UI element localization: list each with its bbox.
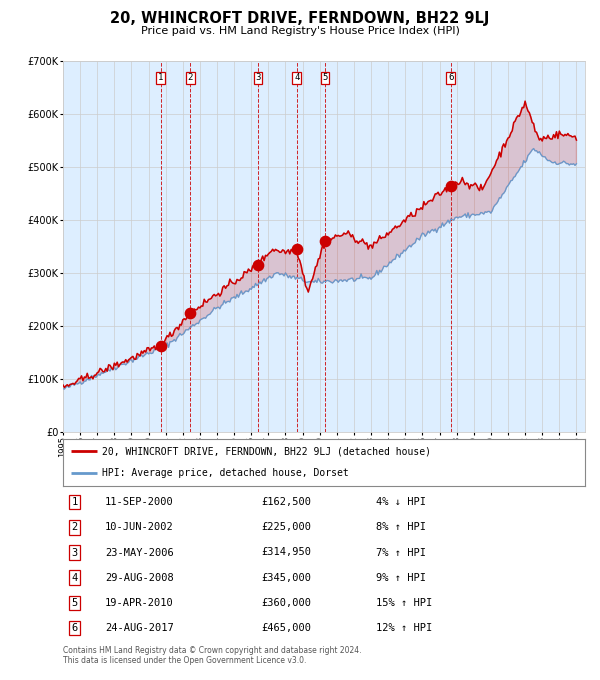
Text: 15% ↑ HPI: 15% ↑ HPI (376, 598, 433, 608)
Text: 3: 3 (255, 73, 260, 82)
Text: 23-MAY-2006: 23-MAY-2006 (105, 547, 173, 558)
Text: HPI: Average price, detached house, Dorset: HPI: Average price, detached house, Dors… (102, 469, 349, 478)
Text: 4: 4 (71, 573, 77, 583)
Text: 2: 2 (188, 73, 193, 82)
Text: Contains HM Land Registry data © Crown copyright and database right 2024.
This d: Contains HM Land Registry data © Crown c… (63, 646, 361, 666)
Text: 9% ↑ HPI: 9% ↑ HPI (376, 573, 426, 583)
Text: 11-SEP-2000: 11-SEP-2000 (105, 497, 173, 507)
Text: 5: 5 (322, 73, 328, 82)
Text: 2: 2 (71, 522, 77, 532)
Text: £225,000: £225,000 (262, 522, 311, 532)
Text: £345,000: £345,000 (262, 573, 311, 583)
Text: 4% ↓ HPI: 4% ↓ HPI (376, 497, 426, 507)
Text: 8% ↑ HPI: 8% ↑ HPI (376, 522, 426, 532)
Text: 5: 5 (71, 598, 77, 608)
Point (156, 340, 166, 351)
Text: 24-AUG-2017: 24-AUG-2017 (105, 623, 173, 633)
Text: 19-APR-2010: 19-APR-2010 (105, 598, 173, 608)
Text: 1: 1 (158, 73, 163, 82)
Text: 20, WHINCROFT DRIVE, FERNDOWN, BH22 9LJ (detached house): 20, WHINCROFT DRIVE, FERNDOWN, BH22 9LJ … (102, 447, 431, 456)
Text: £314,950: £314,950 (262, 547, 311, 558)
Point (292, 243, 302, 254)
Point (253, 260, 263, 271)
Text: 12% ↑ HPI: 12% ↑ HPI (376, 623, 433, 633)
Text: £360,000: £360,000 (262, 598, 311, 608)
Point (185, 307, 195, 318)
Text: Price paid vs. HM Land Registry's House Price Index (HPI): Price paid vs. HM Land Registry's House … (140, 26, 460, 36)
Text: £162,500: £162,500 (262, 497, 311, 507)
Text: £465,000: £465,000 (262, 623, 311, 633)
Point (446, 180, 455, 191)
Text: 20, WHINCROFT DRIVE, FERNDOWN, BH22 9LJ: 20, WHINCROFT DRIVE, FERNDOWN, BH22 9LJ (110, 11, 490, 26)
Text: 6: 6 (448, 73, 454, 82)
Text: 29-AUG-2008: 29-AUG-2008 (105, 573, 173, 583)
Text: 6: 6 (71, 623, 77, 633)
Text: 10-JUN-2002: 10-JUN-2002 (105, 522, 173, 532)
Text: 1: 1 (71, 497, 77, 507)
Text: 4: 4 (294, 73, 299, 82)
Text: 7% ↑ HPI: 7% ↑ HPI (376, 547, 426, 558)
Point (320, 236, 329, 247)
Text: 3: 3 (71, 547, 77, 558)
